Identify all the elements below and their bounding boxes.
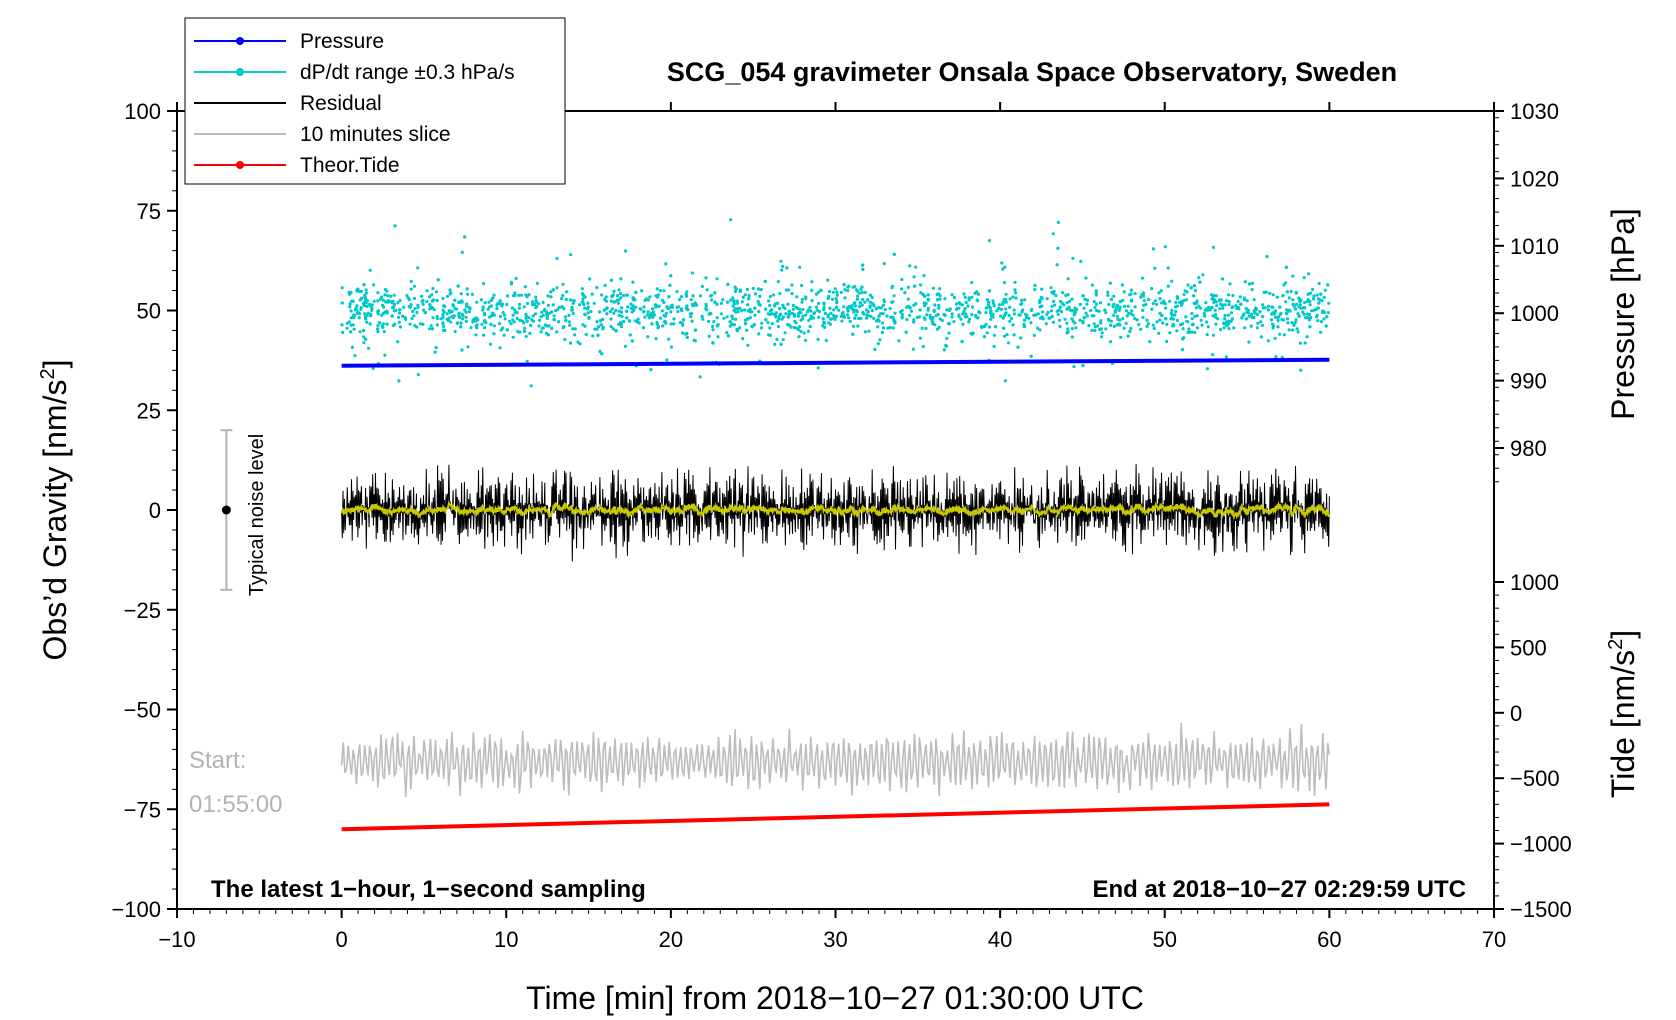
y-tick-label: −75 — [124, 797, 161, 822]
pressure-tick-label: 1030 — [1510, 99, 1559, 124]
pressure-tick-label: 1020 — [1510, 166, 1559, 191]
legend-box — [184, 17, 566, 185]
x-tick-label: 10 — [494, 927, 518, 952]
x-tick-label: 20 — [659, 927, 683, 952]
pressure-tick-label: 1010 — [1510, 234, 1559, 259]
pressure-tick-label: 980 — [1510, 436, 1547, 461]
ten-minute-slice-line — [340, 723, 1331, 797]
y-tick-label: −25 — [124, 598, 161, 623]
tide-axis-title: Tide [nm/s2] — [1605, 630, 1641, 798]
tide-axis: −1500 −1000 −500 0 500 1000 — [1494, 570, 1572, 922]
legend-marker — [236, 68, 244, 76]
tide-tick-label: −1500 — [1510, 897, 1572, 922]
y-axis-left: −100 −75 −50 −25 0 25 50 75 100 — [111, 99, 177, 922]
y-tick-label: 100 — [124, 99, 161, 124]
legend-label: dP/dt range ±0.3 hPa/s — [300, 61, 515, 84]
tide-tick-label: −500 — [1510, 766, 1560, 791]
y-axis-title-left: Obs’d Gravity [nm/s2] — [37, 360, 73, 661]
chart-title: SCG_054 gravimeter Onsala Space Observat… — [667, 57, 1397, 87]
dpdt-scatter — [340, 218, 1331, 388]
x-tick-label: 50 — [1153, 927, 1177, 952]
legend: Pressure dP/dt range ±0.3 hPa/s Residual 10… — [184, 17, 566, 185]
legend-label: 10 minutes slice — [300, 123, 451, 146]
pressure-axis: 980 990 1000 1010 1020 1030 — [1494, 99, 1559, 483]
y-tick-label: 25 — [137, 398, 161, 423]
y-tick-label: −50 — [124, 698, 161, 723]
x-axis: −10 0 10 20 30 40 50 60 70 — [158, 102, 1506, 952]
noise-bar-center — [221, 505, 231, 515]
noise-bar: Typical noise level — [220, 429, 268, 596]
tide-line — [341, 802, 1330, 832]
y-tick-label: 75 — [137, 199, 161, 224]
legend-label: Pressure — [300, 30, 384, 53]
noise-bar-label: Typical noise level — [246, 434, 268, 596]
x-tick-label: 30 — [823, 927, 847, 952]
pressure-tick-label: 990 — [1510, 369, 1547, 394]
legend-label: Residual — [300, 92, 382, 115]
x-tick-label: 60 — [1317, 927, 1341, 952]
ten-minute-slice-series — [340, 723, 1331, 797]
tide-tick-label: 0 — [1510, 701, 1522, 726]
pressure-axis-title: Pressure [hPa] — [1605, 208, 1641, 420]
tide-tick-label: 1000 — [1510, 570, 1559, 595]
pressure-tick-label: 1000 — [1510, 301, 1559, 326]
residual-series — [340, 464, 1331, 562]
legend-marker — [236, 37, 244, 45]
tide-tick-label: −1000 — [1510, 832, 1572, 857]
trend-lines — [341, 357, 1330, 832]
residual-line — [341, 464, 1330, 562]
x-tick-label: 70 — [1482, 927, 1506, 952]
start-label: Start: — [189, 747, 246, 774]
legend-marker — [236, 161, 244, 169]
pressure-line — [341, 357, 1330, 368]
x-tick-label: −10 — [158, 927, 195, 952]
y-tick-label: 0 — [149, 498, 161, 523]
x-tick-label: 40 — [988, 927, 1012, 952]
residual-smoothed-line — [340, 500, 1331, 521]
y-tick-label: 50 — [137, 299, 161, 324]
tide-tick-label: 500 — [1510, 635, 1547, 660]
y-tick-label: −100 — [111, 897, 161, 922]
end-time-note: End at 2018−10−27 02:29:59 UTC — [1092, 876, 1466, 903]
sampling-note: The latest 1−hour, 1−second sampling — [211, 876, 646, 903]
x-tick-label: 0 — [336, 927, 348, 952]
start-time-label: 01:55:00 — [189, 791, 282, 818]
dpdt-points — [340, 218, 1331, 388]
legend-label: Theor.Tide — [300, 154, 400, 177]
x-axis-title: Time [min] from 2018−10−27 01:30:00 UTC — [526, 980, 1144, 1016]
